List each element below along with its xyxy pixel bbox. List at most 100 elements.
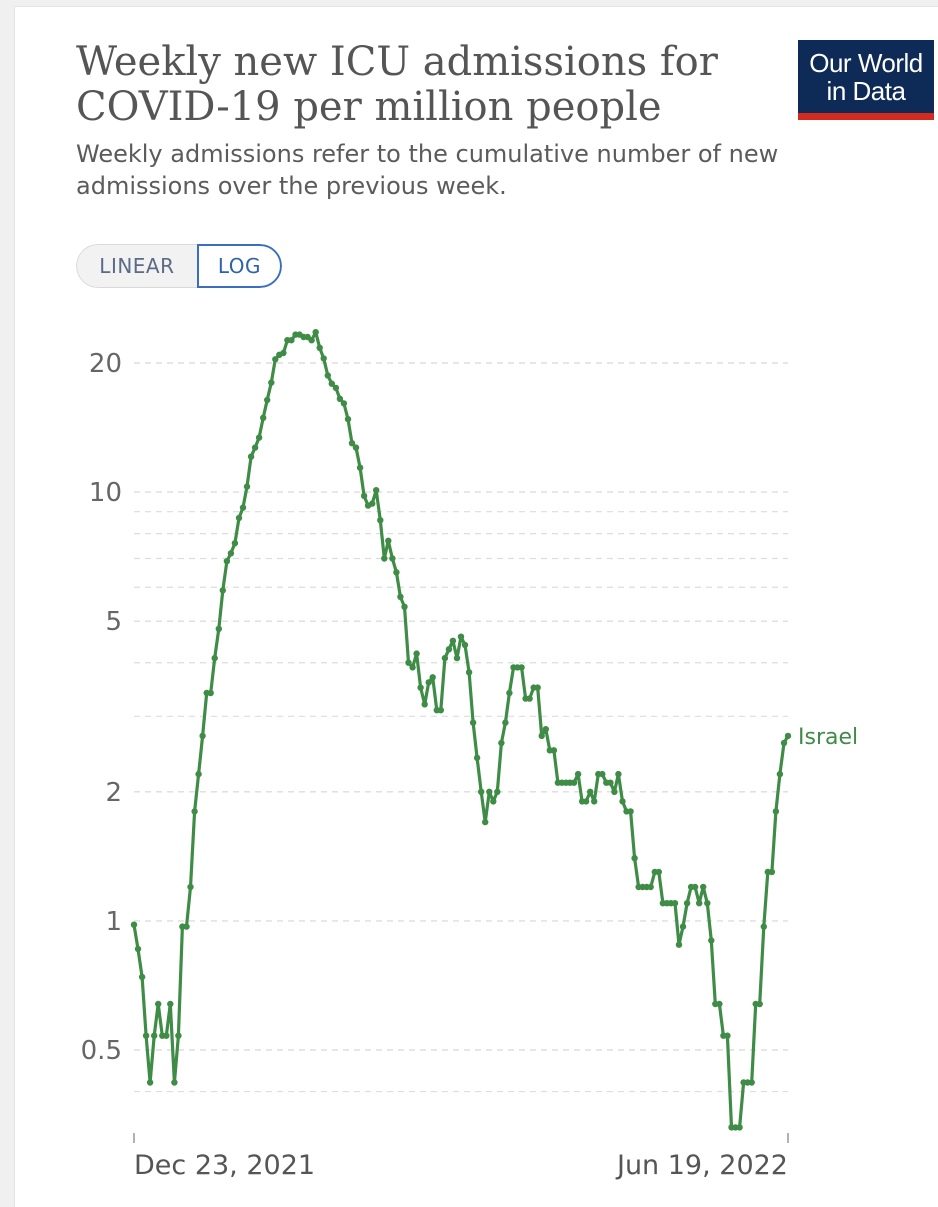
data-point	[373, 487, 380, 494]
data-point	[776, 770, 784, 778]
data-point	[211, 654, 218, 662]
log-scale-button[interactable]: LOG	[196, 244, 282, 288]
data-point	[494, 788, 501, 795]
data-point	[417, 684, 424, 691]
data-point	[478, 788, 485, 795]
data-point	[413, 650, 420, 657]
chart-subtitle: Weekly admissions refer to the cumulativ…	[76, 140, 779, 200]
data-point	[332, 384, 340, 392]
data-point	[239, 504, 247, 511]
data-point	[227, 550, 235, 557]
data-point	[655, 868, 662, 876]
data-point	[518, 664, 525, 671]
series-line-israel	[132, 330, 790, 1129]
data-point	[708, 937, 715, 944]
data-point	[469, 719, 477, 726]
y-tick-label: 2	[105, 778, 122, 808]
y-tick-label: 0.5	[81, 1036, 122, 1066]
y-tick-label: 5	[105, 607, 122, 637]
data-point	[328, 380, 335, 387]
data-point	[389, 555, 396, 562]
linear-scale-button[interactable]: LINEAR	[76, 244, 197, 288]
data-point	[627, 808, 634, 815]
data-point	[679, 923, 687, 930]
data-point	[473, 754, 481, 762]
data-point	[736, 1124, 743, 1131]
data-point	[591, 798, 598, 805]
data-point	[288, 337, 295, 344]
data-point	[352, 444, 360, 451]
data-point	[356, 464, 364, 471]
data-point	[587, 788, 594, 795]
data-point	[272, 356, 279, 363]
data-point	[772, 808, 780, 815]
y-tick-label: 1	[105, 907, 122, 937]
data-point	[550, 747, 558, 754]
data-point	[631, 855, 638, 862]
owid-logo[interactable]: Our World in Data	[798, 40, 934, 120]
y-tick-label: 10	[89, 478, 122, 508]
data-point	[163, 1032, 170, 1039]
data-point	[369, 500, 376, 507]
data-point	[247, 453, 255, 460]
data-point	[264, 396, 271, 404]
data-point	[316, 344, 323, 351]
data-point	[312, 329, 319, 336]
data-point	[671, 900, 679, 907]
data-point	[465, 669, 473, 676]
data-point	[441, 654, 449, 662]
data-point	[445, 646, 453, 653]
data-point	[542, 726, 549, 733]
scale-toggle: LINEAR LOG	[76, 244, 282, 288]
data-point	[704, 900, 711, 907]
data-point	[344, 415, 352, 423]
data-point	[724, 1032, 731, 1039]
data-point	[768, 868, 776, 876]
data-point	[425, 679, 432, 686]
data-point	[461, 641, 469, 649]
data-point	[780, 739, 788, 747]
data-point	[320, 355, 327, 362]
data-point	[449, 637, 457, 644]
data-point	[502, 719, 509, 726]
data-point	[683, 900, 691, 907]
data-point	[215, 625, 222, 632]
data-point	[784, 732, 792, 740]
data-point	[429, 674, 436, 681]
data-point	[187, 883, 194, 891]
data-point	[437, 707, 444, 714]
data-point	[377, 517, 384, 524]
data-point	[700, 883, 707, 891]
data-point	[421, 701, 428, 708]
data-point	[268, 379, 275, 386]
data-point	[223, 558, 231, 565]
data-point	[647, 883, 654, 891]
data-point	[405, 659, 412, 666]
data-point	[280, 349, 287, 357]
chart-card	[14, 6, 938, 1207]
data-point	[716, 1000, 723, 1008]
data-point	[175, 1032, 182, 1039]
data-point	[381, 555, 388, 562]
data-point	[748, 1079, 755, 1086]
chart-title: Weekly new ICU admissions for COVID-19 p…	[76, 39, 718, 130]
data-point	[251, 444, 259, 451]
data-point	[308, 337, 315, 344]
data-point	[611, 788, 618, 795]
data-point	[397, 593, 404, 600]
x-tick-label: Dec 23, 2021	[134, 1150, 315, 1181]
data-point	[348, 440, 356, 447]
data-point	[138, 973, 146, 981]
data-point	[155, 1000, 162, 1008]
data-point	[453, 654, 461, 662]
data-point	[619, 798, 626, 805]
data-point	[151, 1032, 158, 1039]
data-point	[235, 514, 243, 522]
data-point	[260, 414, 267, 421]
data-point	[167, 1000, 174, 1008]
data-point	[207, 689, 214, 697]
data-point	[171, 1079, 178, 1086]
data-point	[582, 798, 590, 805]
data-point	[534, 684, 541, 691]
data-point	[457, 633, 465, 640]
